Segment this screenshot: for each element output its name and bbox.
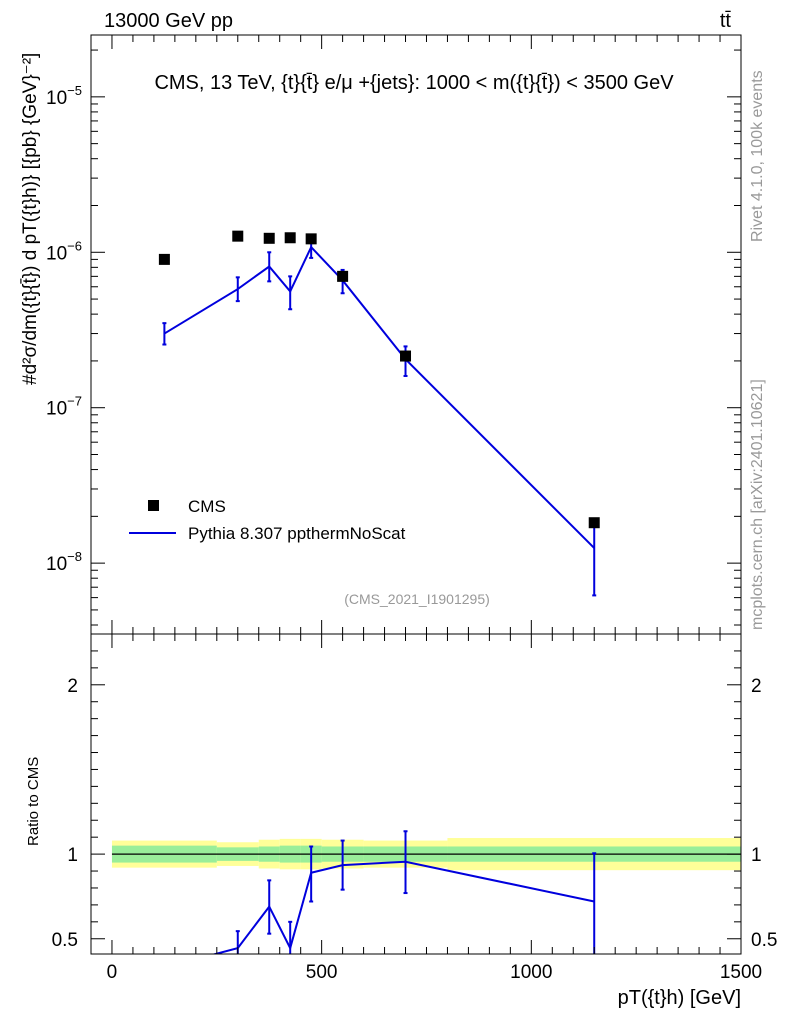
ratio-y-tick-label-left: 2 (67, 676, 78, 697)
cms-data-point (588, 517, 600, 529)
cms-data-point (232, 230, 244, 242)
main-y-axis-label: #d²σ/dm({t}{t̄}) d pT({t}h)} [{pb} {GeV}… (20, 53, 41, 385)
ratio-y-tick-label-left: 1 (67, 845, 78, 866)
legend-cms-label: CMS (188, 497, 226, 516)
main-data-area (158, 230, 600, 597)
ratio-ticks (91, 634, 742, 954)
x-tick-label: 500 (306, 962, 338, 983)
x-tick-label: 1000 (510, 962, 552, 983)
analysis-watermark: (CMS_2021_I1901295) (344, 591, 490, 607)
cms-data-point (305, 233, 317, 245)
mcplots-label: mcplots.cern.ch [arXiv:2401.10621] (749, 379, 766, 630)
rivet-label: Rivet 4.1.0, 100k events (749, 70, 766, 242)
header-right-title: tt̄ (720, 10, 732, 32)
cms-data-point (337, 270, 349, 282)
main-panel: CMS, 13 TeV, {t}{t̄} e/μ +{jets}: 1000 <… (20, 34, 742, 635)
main-y-tick-label: 10−6 (46, 238, 82, 264)
ratio-x-tick-labels: 0 500 1000 1500 (107, 962, 762, 983)
main-frame (90, 34, 742, 635)
x-tick-label: 1500 (720, 962, 762, 983)
ratio-frame (90, 633, 742, 955)
main-y-ticks (91, 35, 742, 634)
main-y-tick-labels: 10−8 10−7 10−6 10−5 (46, 83, 82, 575)
ratio-y-tick-label-left: 0.5 (52, 930, 78, 951)
ratio-y-axis-label: Ratio to CMS (25, 757, 42, 846)
legend-pythia-label: Pythia 8.307 ppthermNoScat (188, 524, 406, 543)
legend-cms-marker (148, 500, 159, 511)
ratio-data-area (111, 830, 741, 954)
legend: CMS Pythia 8.307 ppthermNoScat (129, 497, 406, 543)
ratio-panel: 0.5 0.5 1 1 2 2 0 500 1000 1500 Ratio to CMS pT(… (25, 633, 778, 1009)
cms-data-point (284, 232, 296, 244)
cms-data-point (263, 232, 275, 244)
cms-data-point (400, 350, 412, 362)
ratio-y-tick-label-right: 2 (751, 676, 762, 697)
main-y-tick-label: 10−8 (46, 549, 82, 575)
ratio-y-tick-labels: 0.5 0.5 1 1 2 2 (52, 676, 778, 951)
main-y-tick-label: 10−5 (46, 83, 82, 109)
pythia-ratio-line (211, 860, 595, 954)
x-axis-label: pT({t}h) [GeV] (618, 987, 741, 1009)
header-left-title: 13000 GeV pp (104, 10, 233, 32)
main-chart-title: CMS, 13 TeV, {t}{t̄} e/μ +{jets}: 1000 <… (154, 72, 674, 94)
pythia-main-line (163, 245, 595, 549)
x-tick-label: 0 (107, 962, 118, 983)
main-y-tick-label: 10−7 (46, 394, 82, 420)
cms-data-point (158, 253, 170, 265)
ratio-y-tick-label-right: 1 (751, 845, 762, 866)
ratio-y-tick-label-right: 0.5 (751, 930, 777, 951)
